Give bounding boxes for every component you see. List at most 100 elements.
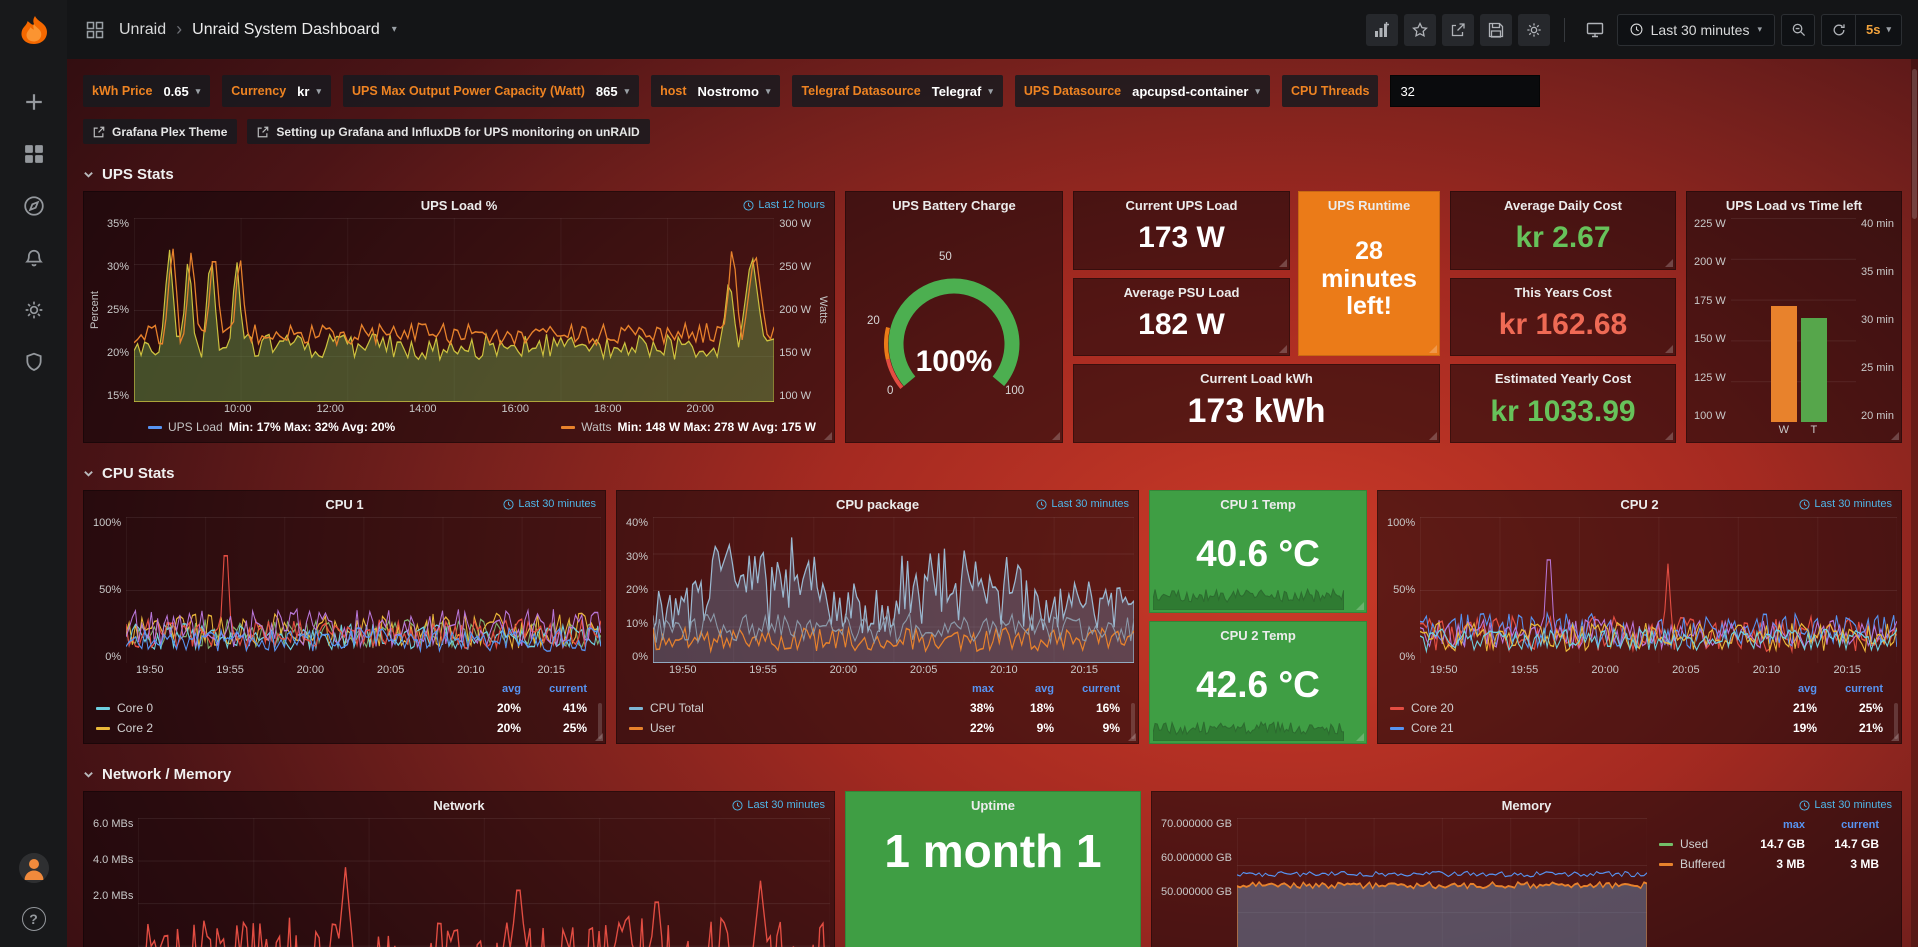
legend-item-ups-load[interactable]: UPS Load Min: 17% Max: 32% Avg: 20%	[148, 420, 395, 434]
panel-title[interactable]: This Years Cost	[1514, 284, 1612, 300]
panel-title[interactable]: CPU 2 Temp	[1220, 628, 1296, 643]
time-series-plot[interactable]	[1420, 517, 1897, 663]
legend-column-header[interactable]: current	[1845, 683, 1883, 695]
panel-title[interactable]: CPU package	[835, 497, 920, 512]
legend-item-watts[interactable]: Watts Min: 148 W Max: 278 W Avg: 175 W	[561, 420, 816, 434]
panel-title[interactable]: Current UPS Load	[1125, 198, 1238, 213]
legend-scrollbar[interactable]	[598, 703, 602, 739]
panel-resize-handle[interactable]	[1891, 432, 1899, 440]
page-scrollbar-thumb[interactable]	[1912, 69, 1917, 219]
legend-series-name[interactable]: User	[629, 718, 938, 738]
save-button[interactable]	[1479, 13, 1512, 46]
page-scrollbar[interactable]	[1911, 59, 1918, 947]
explore-compass-icon[interactable]	[22, 194, 46, 218]
share-button[interactable]	[1441, 13, 1474, 46]
grafana-logo-icon[interactable]	[14, 14, 54, 54]
panel-title[interactable]: CPU 1	[325, 497, 364, 512]
dashboard-link-ups-monitoring-guide[interactable]: Setting up Grafana and InfluxDB for UPS …	[247, 119, 650, 144]
dashboard-link-plex-theme[interactable]: Grafana Plex Theme	[83, 119, 238, 144]
panel-title[interactable]: Uptime	[970, 798, 1016, 813]
refresh-interval-picker[interactable]: 5s ▾	[1856, 15, 1901, 45]
bar-watts[interactable]	[1770, 305, 1797, 422]
legend-column-header[interactable]: max	[971, 683, 994, 695]
dashboards-grid-icon[interactable]	[22, 142, 46, 166]
legend-column-header[interactable]: current	[549, 683, 587, 695]
variable-value-dropdown[interactable]: Telegraf ▾	[931, 83, 993, 99]
panel-resize-handle[interactable]	[1891, 733, 1899, 741]
legend-series-name[interactable]: Used	[1659, 834, 1735, 854]
apps-grid-icon[interactable]	[83, 18, 107, 42]
panel-resize-handle[interactable]	[1429, 345, 1437, 354]
legend-column-header[interactable]: current	[1082, 683, 1120, 695]
panel-resize-handle[interactable]	[1356, 733, 1364, 741]
breadcrumb-app[interactable]: Unraid	[119, 20, 167, 38]
dashboard-settings-gear-icon[interactable]	[1517, 13, 1550, 46]
panel-resize-handle[interactable]	[1128, 733, 1136, 741]
time-series-plot[interactable]	[653, 517, 1134, 663]
refresh-button[interactable]	[1822, 14, 1856, 45]
panel-time-range[interactable]: Last 30 minutes	[503, 498, 596, 510]
variable-value-dropdown[interactable]: apcupsd-container ▾	[1132, 83, 1260, 99]
panel-title[interactable]: Memory	[1501, 798, 1552, 813]
time-range-picker[interactable]: Last 30 minutes ▾	[1616, 13, 1775, 46]
time-series-plot[interactable]	[1236, 818, 1647, 947]
breadcrumb-page[interactable]: Unraid System Dashboard	[192, 20, 380, 38]
panel-title[interactable]: CPU 2	[1620, 497, 1659, 512]
legend-series-name[interactable]: Core 2	[96, 718, 463, 738]
panel-resize-handle[interactable]	[1052, 432, 1060, 440]
time-series-plot[interactable]	[134, 218, 775, 402]
server-admin-shield-icon[interactable]	[22, 350, 46, 374]
legend-column-header[interactable]: avg	[1035, 683, 1054, 695]
legend-scrollbar[interactable]	[1131, 703, 1135, 739]
help-icon[interactable]: ?	[21, 907, 46, 931]
legend-series-name[interactable]: Core 20	[1390, 698, 1759, 718]
panel-resize-handle[interactable]	[1279, 345, 1287, 354]
cycle-view-monitor-icon[interactable]	[1579, 14, 1611, 46]
variable-value-dropdown[interactable]: 865 ▾	[595, 83, 630, 99]
legend-series-name[interactable]: Core 0	[96, 698, 463, 718]
legend-series-name[interactable]: CPU Total	[629, 698, 938, 718]
cpu-threads-input[interactable]	[1390, 75, 1541, 107]
add-panel-button[interactable]	[1365, 13, 1398, 46]
panel-title[interactable]: CPU 1 Temp	[1220, 497, 1296, 512]
legend-scrollbar[interactable]	[1894, 703, 1898, 739]
panel-time-range[interactable]: Last 30 minutes	[1799, 799, 1892, 811]
section-header-cpu-stats[interactable]: CPU Stats	[83, 465, 1902, 482]
bar-time[interactable]	[1800, 317, 1827, 422]
legend-column-header[interactable]: avg	[1798, 683, 1817, 695]
panel-time-range[interactable]: Last 30 minutes	[1036, 498, 1129, 510]
panel-title[interactable]: Estimated Yearly Cost	[1494, 371, 1632, 387]
legend-column-header[interactable]: avg	[502, 683, 521, 695]
user-avatar[interactable]	[18, 853, 49, 883]
configuration-gear-icon[interactable]	[22, 298, 46, 322]
section-header-ups-stats[interactable]: UPS Stats	[83, 166, 1902, 183]
section-header-network-memory[interactable]: Network / Memory	[83, 766, 1902, 783]
time-series-plot[interactable]	[126, 517, 601, 663]
time-series-plot[interactable]	[138, 818, 830, 947]
panel-resize-handle[interactable]	[1279, 258, 1287, 267]
panel-resize-handle[interactable]	[824, 432, 832, 440]
variable-value-dropdown[interactable]: kr ▾	[297, 83, 321, 99]
legend-series-name[interactable]: Core 21	[1390, 718, 1759, 738]
panel-title[interactable]: Average PSU Load	[1123, 284, 1240, 300]
panel-resize-handle[interactable]	[1665, 345, 1673, 354]
variable-value-dropdown[interactable]: 0.65 ▾	[163, 83, 201, 99]
panel-time-range[interactable]: Last 30 minutes	[732, 799, 825, 811]
panel-title[interactable]: UPS Load vs Time left	[1725, 198, 1863, 213]
panel-title[interactable]: UPS Battery Charge	[892, 198, 1016, 213]
panel-resize-handle[interactable]	[1665, 431, 1673, 440]
legend-column-header[interactable]: max	[1782, 819, 1805, 831]
panel-title[interactable]: Current Load kWh	[1200, 371, 1313, 387]
panel-resize-handle[interactable]	[1429, 431, 1437, 440]
panel-time-range[interactable]: Last 12 hours	[743, 199, 825, 211]
legend-series-name[interactable]: Buffered	[1659, 854, 1735, 874]
panel-title[interactable]: UPS Load %	[420, 198, 498, 213]
panel-resize-handle[interactable]	[1356, 602, 1364, 610]
variable-value-dropdown[interactable]: Nostromo ▾	[697, 83, 771, 99]
legend-column-header[interactable]: current	[1841, 819, 1879, 831]
panel-title[interactable]: Network	[433, 798, 485, 813]
dashboard-caret-icon[interactable]: ▾	[391, 24, 397, 35]
panel-resize-handle[interactable]	[595, 733, 603, 741]
panel-resize-handle[interactable]	[1665, 258, 1673, 267]
panel-title[interactable]: UPS Runtime	[1327, 198, 1411, 213]
